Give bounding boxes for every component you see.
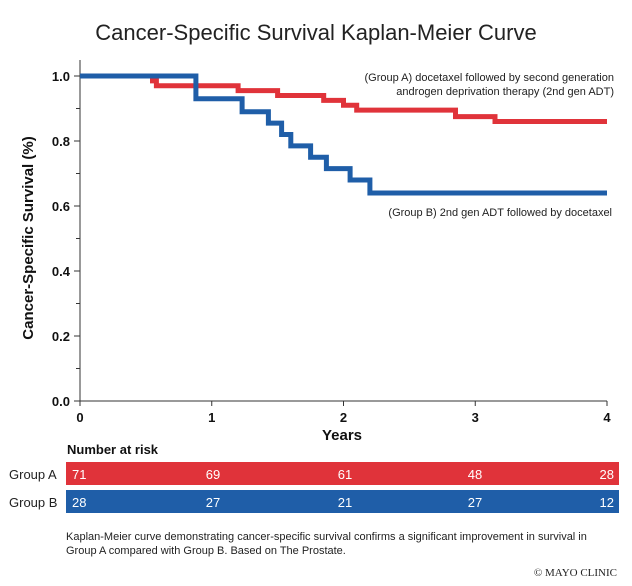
group-a-label-line1: (Group A) docetaxel followed by second g… bbox=[365, 72, 615, 84]
series-line-group-a bbox=[80, 73, 607, 124]
copyright: © MAYO CLINIC bbox=[534, 567, 617, 579]
x-tick-label: 2 bbox=[340, 410, 347, 425]
chart-title: Cancer-Specific Survival Kaplan-Meier Cu… bbox=[95, 20, 536, 45]
x-axis-label: Years bbox=[322, 427, 362, 444]
y-tick-label: 1.0 bbox=[52, 69, 70, 84]
risk-value: 28 bbox=[600, 467, 614, 482]
risk-row-group-a: Group A 71 69 61 48 28 bbox=[9, 462, 619, 485]
risk-value: 27 bbox=[468, 495, 482, 510]
risk-value: 27 bbox=[206, 495, 220, 510]
y-ticks: 0.0 0.2 0.4 0.6 0.8 1.0 bbox=[52, 69, 80, 409]
y-tick-label: 0.6 bbox=[52, 199, 70, 214]
risk-group-label: Group A bbox=[9, 467, 57, 482]
y-minor-ticks bbox=[76, 108, 80, 369]
y-tick-label: 0.4 bbox=[52, 264, 71, 279]
y-tick-label: 0.8 bbox=[52, 134, 70, 149]
risk-value: 69 bbox=[206, 467, 220, 482]
risk-value: 12 bbox=[600, 495, 614, 510]
risk-table-heading: Number at risk bbox=[67, 442, 159, 457]
plot-area: 0.0 0.2 0.4 0.6 0.8 1.0 0 1 2 3 4 bbox=[52, 60, 611, 425]
caption-line1: Kaplan-Meier curve demonstrating cancer-… bbox=[66, 531, 587, 543]
x-tick-label: 4 bbox=[603, 410, 611, 425]
series-layer bbox=[80, 73, 607, 196]
y-tick-label: 0.2 bbox=[52, 329, 70, 344]
risk-value: 61 bbox=[338, 467, 352, 482]
y-axis-label: Cancer-Specific Survival (%) bbox=[20, 136, 37, 339]
risk-row-band bbox=[66, 462, 619, 485]
x-ticks: 0 1 2 3 4 bbox=[76, 401, 611, 425]
risk-value: 48 bbox=[468, 467, 482, 482]
risk-group-label: Group B bbox=[9, 495, 57, 510]
series-line-group-b bbox=[80, 73, 607, 196]
y-tick-label: 0.0 bbox=[52, 394, 70, 409]
group-a-label-line2: androgen deprivation therapy (2nd gen AD… bbox=[396, 86, 614, 98]
risk-row-group-b: Group B 28 27 21 27 12 bbox=[9, 490, 619, 513]
risk-table: Group A 71 69 61 48 28 Group B 28 27 21 27 12 bbox=[9, 462, 619, 513]
x-tick-label: 3 bbox=[472, 410, 479, 425]
x-tick-label: 0 bbox=[76, 410, 83, 425]
risk-value: 28 bbox=[72, 495, 86, 510]
x-tick-label: 1 bbox=[208, 410, 215, 425]
risk-value: 21 bbox=[338, 495, 352, 510]
caption-line2: Group A compared with Group B. Based on … bbox=[66, 545, 346, 557]
risk-value: 71 bbox=[72, 467, 86, 482]
group-b-label: (Group B) 2nd gen ADT followed by doceta… bbox=[388, 207, 612, 219]
risk-row-band bbox=[66, 490, 619, 513]
